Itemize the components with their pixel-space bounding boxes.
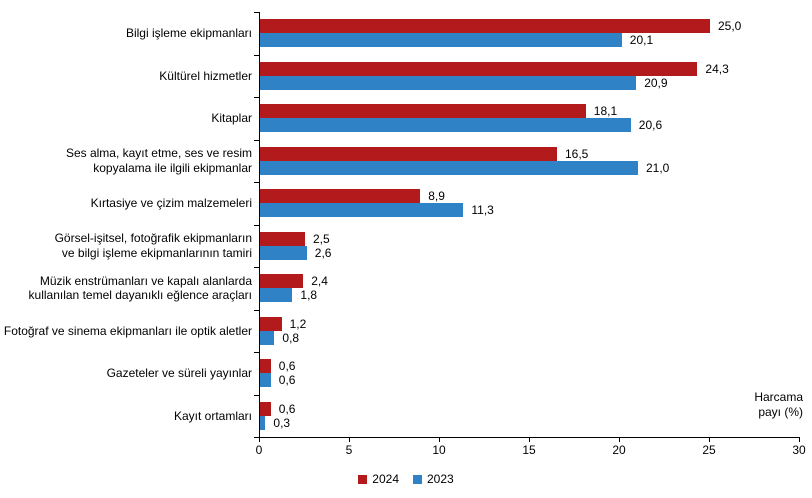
y-axis-tick — [254, 352, 259, 353]
x-tick-label: 5 — [345, 443, 353, 457]
category-label: Ses alma, kayıt etme, ses ve resim kopya… — [65, 146, 252, 175]
y-axis-tick — [254, 12, 259, 13]
bar-2024 — [260, 231, 305, 246]
value-label-2024: 0,6 — [278, 401, 296, 416]
bar-2024 — [260, 19, 710, 34]
category-label: Bilgi işleme ekipmanları — [125, 26, 252, 40]
y-axis-tick — [254, 225, 259, 226]
x-axis-tick — [709, 437, 710, 442]
y-axis-tick — [254, 395, 259, 396]
value-label-2024: 1,2 — [289, 316, 307, 331]
value-label-2023: 0,3 — [273, 415, 291, 430]
value-label-2023: 11,3 — [471, 203, 494, 218]
y-axis-tick — [254, 182, 259, 183]
x-tick-label: 0 — [255, 443, 263, 457]
bar-2024 — [260, 359, 271, 374]
bar-2023 — [260, 75, 637, 90]
value-label-2024: 24,3 — [705, 61, 729, 76]
x-tick-label: 10 — [432, 443, 446, 457]
bar-2024 — [260, 316, 282, 331]
value-label-2023: 20,6 — [638, 118, 663, 133]
y-axis-tick — [254, 267, 259, 268]
bar-2023 — [260, 203, 464, 218]
value-label-2024: 18,1 — [593, 104, 618, 119]
bar-2023 — [260, 245, 307, 260]
category-label: Kültürel hizmetler — [159, 68, 252, 83]
x-axis-tick — [529, 437, 530, 442]
category-label: Fotoğraf ve sinema ekipmanları ile optik… — [3, 323, 252, 338]
x-tick-label: 15 — [522, 443, 536, 457]
y-axis-tick — [254, 140, 259, 141]
bar-2023 — [260, 415, 266, 430]
value-label-2024: 25,0 — [718, 19, 742, 34]
x-axis-tick — [349, 437, 350, 442]
legend-label-2024: 2024 — [372, 472, 399, 486]
bar-2024 — [260, 104, 586, 119]
x-axis-tick — [259, 437, 260, 442]
legend-label-2023: 2023 — [427, 472, 454, 486]
category-label: Kayıt ortamları — [173, 408, 252, 423]
bar-2024 — [260, 401, 271, 416]
x-tick-label: 20 — [612, 443, 626, 457]
value-label-2023: 21,0 — [646, 160, 670, 175]
y-axis-tick — [254, 437, 259, 438]
value-label-2023: 2,6 — [314, 245, 332, 260]
legend: 2024 2023 — [0, 472, 812, 486]
y-axis-tick — [254, 97, 259, 98]
bar-2023 — [260, 118, 631, 133]
x-tick-label: 30 — [792, 443, 806, 457]
bar-2023 — [260, 33, 622, 48]
value-label-2023: 20,1 — [629, 33, 654, 48]
value-label-2023: 0,8 — [282, 330, 300, 345]
bar-2023 — [260, 373, 271, 388]
y-axis-tick — [254, 310, 259, 311]
category-label: Kırtasiye ve çizim malzemeleri — [90, 196, 252, 210]
bar-2024 — [260, 274, 304, 289]
category-label: Görsel-işitsel, fotoğrafik ekipmanların … — [54, 231, 252, 260]
value-label-2023: 20,9 — [644, 75, 668, 90]
value-label-2024: 2,5 — [313, 231, 330, 246]
value-label-2023: 0,6 — [278, 373, 296, 388]
category-label: Kitaplar — [211, 111, 252, 125]
x-axis-tick — [439, 437, 440, 442]
legend-swatch-2024 — [358, 474, 368, 484]
bar-2023 — [260, 160, 638, 175]
x-tick-label: 25 — [702, 443, 716, 457]
category-label: Müzik enstrümanları ve kapalı alanlarda … — [28, 273, 252, 303]
value-label-2024: 8,9 — [428, 189, 445, 204]
bar-2023 — [260, 330, 275, 345]
x-axis-tick — [619, 437, 620, 442]
bar-2024 — [260, 146, 557, 161]
category-label: Gazeteler ve süreli yayınlar — [106, 366, 252, 380]
bar-2023 — [260, 288, 293, 303]
value-label-2024: 2,4 — [311, 274, 328, 289]
value-label-2024: 16,5 — [565, 146, 589, 161]
value-label-2024: 0,6 — [278, 359, 296, 374]
legend-item-2023: 2023 — [413, 472, 454, 486]
bar-2024 — [260, 189, 421, 204]
x-axis-title: Harcama payı (%) — [754, 390, 803, 419]
bar-2024 — [260, 61, 698, 76]
legend-item-2024: 2024 — [358, 472, 399, 486]
x-axis-tick — [799, 437, 800, 442]
value-label-2023: 1,8 — [300, 288, 318, 303]
y-axis-tick — [254, 55, 259, 56]
legend-swatch-2023 — [413, 474, 422, 484]
y-axis-line — [259, 12, 260, 437]
